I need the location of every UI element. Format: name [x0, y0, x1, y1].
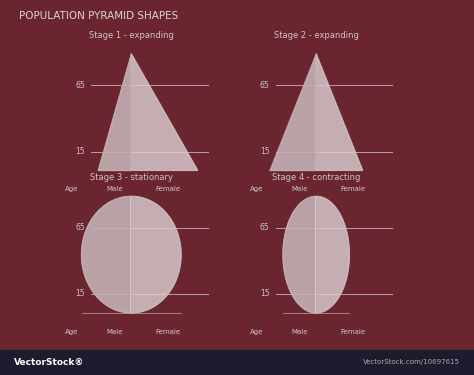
Text: Male: Male — [107, 329, 123, 335]
Polygon shape — [283, 196, 316, 313]
Polygon shape — [131, 54, 198, 170]
Text: 15: 15 — [260, 147, 270, 156]
Text: Male: Male — [292, 186, 308, 192]
Text: VectorStock®: VectorStock® — [14, 358, 84, 367]
Text: 15: 15 — [75, 290, 85, 298]
Text: 65: 65 — [260, 81, 270, 90]
Polygon shape — [98, 54, 131, 170]
Text: VectorStock.com/10697615: VectorStock.com/10697615 — [363, 359, 460, 365]
Text: Female: Female — [340, 329, 365, 335]
Polygon shape — [270, 54, 316, 170]
Bar — [0, 350, 474, 375]
Text: 15: 15 — [75, 147, 85, 156]
Text: Female: Female — [155, 329, 181, 335]
Polygon shape — [82, 196, 131, 313]
Text: POPULATION PYRAMID SHAPES: POPULATION PYRAMID SHAPES — [19, 11, 178, 21]
Text: Stage 4 - contracting: Stage 4 - contracting — [272, 173, 360, 182]
Polygon shape — [316, 54, 363, 170]
Text: Age: Age — [65, 186, 78, 192]
Text: Stage 2 - expanding: Stage 2 - expanding — [273, 31, 359, 40]
Text: Age: Age — [250, 186, 263, 192]
Text: 15: 15 — [260, 290, 270, 298]
Text: 65: 65 — [75, 81, 85, 90]
Text: Female: Female — [340, 186, 365, 192]
Text: Age: Age — [65, 329, 78, 335]
Polygon shape — [316, 196, 349, 313]
Polygon shape — [131, 196, 181, 313]
Text: Age: Age — [250, 329, 263, 335]
Text: Male: Male — [107, 186, 123, 192]
Text: Stage 3 - stationary: Stage 3 - stationary — [90, 173, 173, 182]
Text: Stage 1 - expanding: Stage 1 - expanding — [89, 31, 174, 40]
Text: 65: 65 — [75, 224, 85, 232]
Text: Female: Female — [155, 186, 181, 192]
Text: Male: Male — [292, 329, 308, 335]
Text: 65: 65 — [260, 224, 270, 232]
